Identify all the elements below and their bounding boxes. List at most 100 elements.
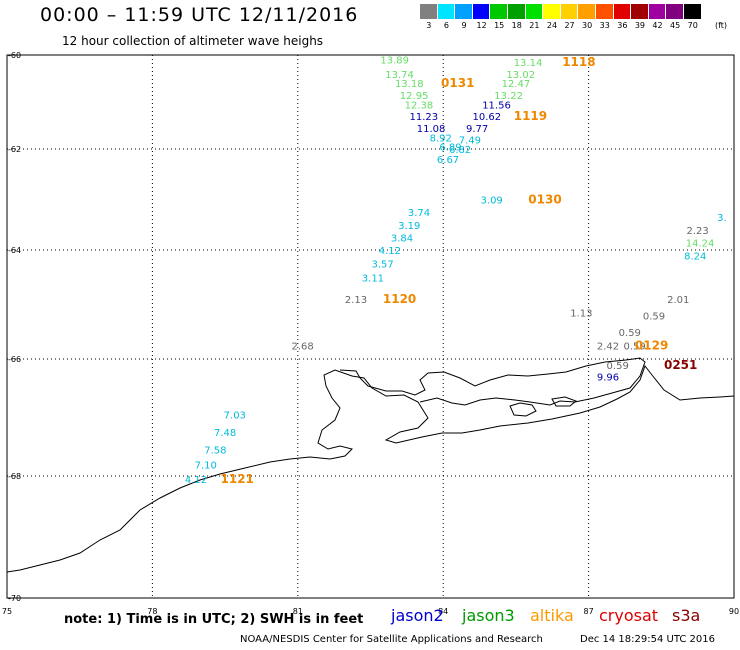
pass-time-label: 1119 bbox=[514, 109, 547, 123]
map-title: 00:00 – 11:59 UTC 12/11/2016 bbox=[40, 4, 359, 26]
scale-bin: 33 bbox=[595, 4, 614, 31]
scale-bin: 42 bbox=[648, 4, 667, 31]
wave-height-value: 11.08 bbox=[417, 124, 446, 135]
legend-item-jason3: jason3 bbox=[462, 606, 515, 625]
wave-height-value: 2.01 bbox=[667, 295, 689, 306]
island-outline bbox=[551, 396, 577, 407]
lon-tick-label: 90 bbox=[729, 607, 739, 616]
lat-tick-label: -60 bbox=[8, 51, 21, 60]
lon-tick-label: 84 bbox=[438, 607, 448, 616]
wave-height-value: 0.59 bbox=[643, 311, 665, 322]
legend-item-altika: altika bbox=[530, 606, 574, 625]
scale-swatch bbox=[472, 4, 491, 19]
wave-height-value: 7.03 bbox=[224, 411, 246, 422]
scale-label: 21 bbox=[529, 21, 540, 30]
scale-label: 24 bbox=[546, 21, 558, 30]
wave-height-value: 13.14 bbox=[514, 58, 543, 69]
scale-swatch bbox=[631, 4, 649, 19]
lat-tick-label: -70 bbox=[8, 594, 21, 603]
wave-height-value: 10.62 bbox=[472, 112, 501, 123]
scale-swatch bbox=[613, 4, 632, 19]
wave-height-value: 13.74 bbox=[385, 70, 414, 81]
scale-label: 70 bbox=[687, 21, 698, 30]
scale-label: 42 bbox=[652, 21, 663, 30]
color-scale-unit: (ft) bbox=[715, 21, 728, 30]
wave-height-value: 6.82 bbox=[449, 145, 471, 156]
scale-label: 45 bbox=[670, 21, 681, 30]
wave-height-value: 3.19 bbox=[398, 221, 420, 232]
wave-height-value: 2.23 bbox=[687, 226, 709, 237]
pass-time-label: 0129 bbox=[635, 338, 668, 352]
scale-swatch bbox=[437, 4, 456, 19]
lat-tick-label: -68 bbox=[8, 472, 21, 481]
scale-label: 15 bbox=[494, 21, 505, 30]
wave-height-value: 3.84 bbox=[391, 233, 413, 244]
lon-tick-label: 75 bbox=[2, 607, 12, 616]
wave-height-value: 13.02 bbox=[506, 70, 535, 81]
map-subtitle: 12 hour collection of altimeter wave hei… bbox=[62, 34, 324, 48]
scale-bin: 36 bbox=[613, 4, 632, 31]
scale-label: 12 bbox=[476, 21, 487, 30]
scale-bin: 3 bbox=[420, 4, 438, 31]
wave-height-value: 2.42 bbox=[597, 341, 619, 352]
scale-swatch bbox=[543, 4, 561, 19]
wave-height-value: 1.13 bbox=[570, 309, 592, 320]
wave-height-value: 4.12 bbox=[185, 475, 207, 486]
scale-label: 30 bbox=[582, 21, 593, 30]
wave-height-value: 7.49 bbox=[459, 136, 481, 147]
scale-swatch bbox=[578, 4, 596, 19]
wave-height-value: 4.12 bbox=[379, 246, 401, 257]
scale-bin: 45 bbox=[666, 4, 684, 31]
wave-height-value: 9.96 bbox=[597, 373, 619, 384]
legend-item-s3a: s3a bbox=[672, 606, 701, 625]
scale-label: 3 bbox=[426, 21, 432, 30]
scale-swatch bbox=[648, 4, 667, 19]
wave-height-value: 7.58 bbox=[204, 446, 226, 457]
lon-tick-label: 87 bbox=[584, 607, 594, 616]
lat-tick-label: -62 bbox=[8, 145, 21, 154]
scale-bin: 15 bbox=[490, 4, 508, 31]
scale-bin: 70 bbox=[683, 4, 702, 31]
coastline bbox=[6, 364, 735, 573]
wave-height-value: 8.92 bbox=[430, 133, 452, 144]
wave-height-value: 3.74 bbox=[408, 208, 430, 219]
scale-swatch bbox=[666, 4, 684, 19]
wave-height-value: 9.77 bbox=[466, 124, 488, 135]
scale-bin: 6 bbox=[437, 4, 456, 31]
pass-time-label: 1118 bbox=[562, 55, 595, 69]
wave-height-value: 0.59 bbox=[619, 328, 641, 339]
scale-label: 9 bbox=[461, 21, 467, 30]
scale-label: 27 bbox=[564, 21, 575, 30]
island-outline bbox=[509, 402, 537, 417]
scale-bin: 39 bbox=[631, 4, 649, 31]
scale-label: 36 bbox=[617, 21, 628, 30]
scale-bin: 27 bbox=[560, 4, 579, 31]
scale-bin: 9 bbox=[455, 4, 473, 31]
scale-bin: 12 bbox=[472, 4, 491, 31]
color-scale: 3 6 9 12 15 18 21 24 27 30 33 36 39 42 45 70 bbox=[420, 4, 702, 31]
wave-height-value: 6.89 bbox=[439, 143, 461, 154]
wave-height-value: 13.89 bbox=[380, 56, 409, 67]
pass-time-label: 0131 bbox=[441, 76, 474, 90]
scale-swatch bbox=[525, 4, 544, 19]
lat-tick-label: -64 bbox=[8, 246, 21, 255]
lat-tick-label: -66 bbox=[8, 355, 21, 364]
wave-height-value: 11.23 bbox=[409, 112, 438, 123]
scale-bin: 24 bbox=[543, 4, 561, 31]
wave-height-value: 14.24 bbox=[686, 238, 715, 249]
scale-swatch bbox=[455, 4, 473, 19]
wave-height-value: 2.68 bbox=[292, 341, 314, 352]
scale-swatch bbox=[683, 4, 702, 19]
pass-time-label: 1120 bbox=[383, 292, 416, 306]
lon-tick-label: 78 bbox=[147, 607, 157, 616]
lon-tick-label: 81 bbox=[293, 607, 303, 616]
wave-height-value: 3.11 bbox=[362, 273, 384, 284]
scale-swatch bbox=[507, 4, 526, 19]
footer-credit: NOAA/NESDIS Center for Satellite Applica… bbox=[240, 634, 543, 645]
wave-height-value: 3. bbox=[717, 213, 727, 224]
wave-height-value: 11.56 bbox=[482, 100, 511, 111]
scale-swatch bbox=[490, 4, 508, 19]
ice-shelf-outline bbox=[339, 357, 646, 406]
scale-bin: 18 bbox=[507, 4, 526, 31]
